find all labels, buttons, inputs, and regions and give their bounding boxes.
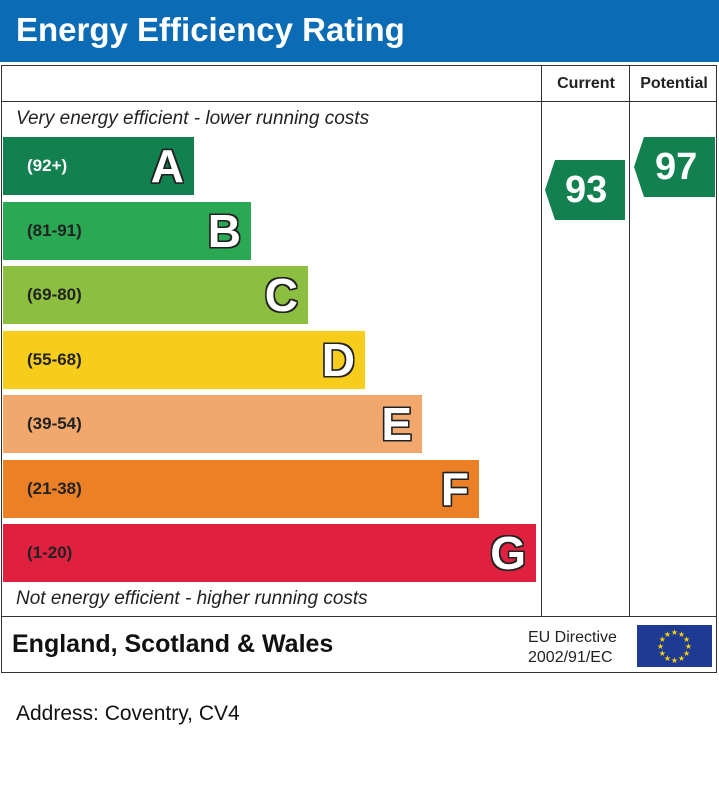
rating-band-g: (1-20) G — [3, 524, 536, 582]
rating-band-e: (39-54) E — [3, 395, 422, 453]
rating-band-b: (81-91) B — [3, 201, 251, 260]
header-row-divider — [1, 101, 717, 102]
footer-divider — [1, 616, 717, 617]
rating-band-d: (55-68) D — [3, 330, 365, 389]
potential-column-header: Potential — [640, 75, 708, 92]
address-text: Address: Coventry, CV4 — [16, 702, 240, 725]
rating-frame — [1, 65, 717, 673]
band-range-label: (39-54) — [27, 414, 82, 433]
page-title: Energy Efficiency Rating — [16, 11, 405, 48]
band-letter-label: G — [490, 527, 526, 579]
eu-star-icon: ★ — [685, 642, 692, 651]
eu-star-icon: ★ — [678, 630, 685, 639]
potential-rating-arrow: 97 — [634, 137, 715, 197]
potential-column-divider — [629, 65, 630, 617]
band-range-label: (92+) — [27, 156, 68, 175]
eu-star-icon: ★ — [659, 649, 666, 658]
eu-star-icon: ★ — [671, 656, 678, 665]
eu-star-icon: ★ — [659, 635, 666, 644]
region-label: England, Scotland & Wales — [12, 630, 334, 658]
eu-star-icon: ★ — [683, 649, 690, 658]
efficient-note: Very energy efficient - lower running co… — [16, 108, 370, 129]
current-column-header: Current — [557, 75, 615, 92]
eu-star-icon: ★ — [678, 654, 685, 663]
rating-band-f: (21-38) F — [3, 459, 479, 518]
eu-star-icon: ★ — [664, 654, 671, 663]
rating-band-c: (69-80) C — [3, 266, 308, 324]
eu-directive: EU Directive 2002/91/EC — [528, 628, 617, 668]
band-letter-label: E — [381, 398, 412, 450]
band-range-label: (55-68) — [27, 349, 82, 369]
eu-star-icon: ★ — [671, 628, 678, 637]
header-bar: Energy Efficiency Rating — [0, 0, 719, 62]
band-range-label: (21-38) — [27, 478, 82, 498]
band-range-label: (69-80) — [27, 285, 82, 304]
potential-rating-value: 97 — [655, 146, 698, 188]
eu-directive-line1: EU Directive — [528, 629, 617, 646]
band-range-label: (1-20) — [27, 543, 73, 562]
eu-directive-line2: 2002/91/EC — [528, 649, 613, 666]
band-letter-label: D — [321, 333, 355, 386]
band-letter-label: F — [440, 462, 469, 515]
band-letter-label: C — [264, 269, 298, 321]
band-letter-label: A — [150, 140, 184, 192]
inefficient-note: Not energy efficient - higher running co… — [16, 588, 368, 609]
eu-star-icon: ★ — [657, 642, 664, 651]
rating-band-a: (92+) A — [3, 137, 194, 195]
eu-flag-icon: ★ ★ ★ ★ ★ ★ ★ ★ ★ ★ ★ ★ — [637, 625, 712, 667]
eu-star-icon: ★ — [664, 630, 671, 639]
band-range-label: (81-91) — [27, 220, 82, 240]
band-letter-label: B — [207, 204, 241, 257]
current-column-divider — [541, 65, 542, 617]
current-rating-value: 93 — [565, 169, 608, 211]
eu-star-icon: ★ — [683, 635, 690, 644]
current-rating-arrow: 93 — [545, 160, 625, 220]
